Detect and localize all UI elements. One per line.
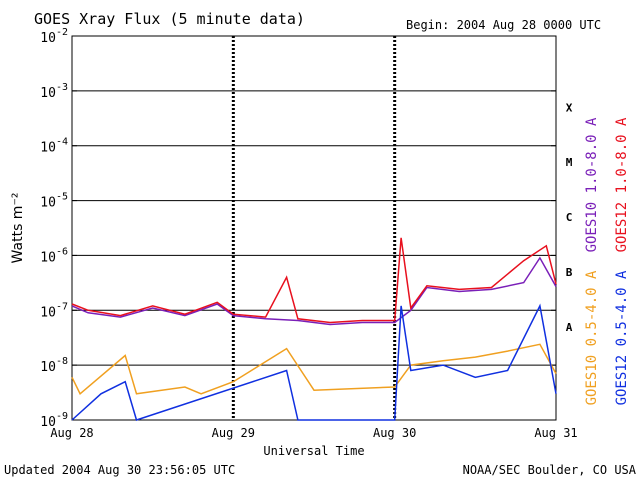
y-tick-label: 10-3: [40, 82, 68, 101]
plot-frame: [71, 35, 557, 421]
series-line: [71, 237, 557, 324]
credit-label: NOAA/SEC Boulder, CO USA: [463, 463, 637, 477]
series-line: [71, 256, 557, 326]
legend-entry: GOES12 0.5-4.0 A: [614, 270, 630, 405]
flare-class-label: B: [566, 266, 573, 279]
x-axis-ticks: Aug 28 Aug 29 Aug 30 Aug 31: [50, 426, 577, 440]
y-axis-label: Watts m⁻²: [10, 193, 26, 264]
series-group: [71, 237, 557, 421]
x-tick-label: Aug 31: [534, 426, 577, 440]
vertical-grid: [231, 36, 397, 420]
y-tick-label: 10-6: [40, 246, 68, 265]
y-axis-ticks: 10-9 10-8 10-7 10-6 10-5 10-4 10-3 10-2: [40, 27, 556, 430]
flare-class-label: M: [566, 156, 573, 169]
x-tick-label: Aug 28: [50, 426, 93, 440]
updated-timestamp: Updated 2004 Aug 30 23:56:05 UTC: [4, 463, 235, 477]
y-tick-label: 10-2: [40, 27, 68, 46]
flare-class-labels: A B C M X: [566, 101, 573, 333]
legend-entry: GOES10 1.0-8.0 A: [584, 117, 600, 252]
x-tick-label: Aug 30: [373, 426, 416, 440]
flare-class-label: X: [566, 101, 573, 114]
x-axis-label: Universal Time: [263, 444, 364, 458]
y-tick-label: 10-8: [40, 356, 68, 375]
y-tick-label: 10-9: [40, 411, 68, 430]
begin-label: Begin: 2004 Aug 28 0000 UTC: [406, 18, 601, 32]
y-tick-label: 10-4: [40, 137, 68, 156]
flare-class-label: C: [566, 211, 573, 224]
series-line: [71, 343, 557, 395]
legend: GOES10 1.0-8.0 A GOES12 1.0-8.0 A GOES10 0…: [584, 117, 630, 405]
horizontal-grid: [72, 90, 556, 366]
flare-class-label: A: [566, 321, 573, 334]
y-tick-label: 10-7: [40, 301, 68, 320]
legend-entry: GOES10 0.5-4.0 A: [584, 270, 600, 405]
series-line: [71, 303, 557, 421]
y-tick-label: 10-5: [40, 192, 68, 211]
legend-entry: GOES12 1.0-8.0 A: [614, 117, 630, 252]
x-tick-label: Aug 29: [212, 426, 255, 440]
chart-title: GOES Xray Flux (5 minute data): [34, 10, 305, 28]
